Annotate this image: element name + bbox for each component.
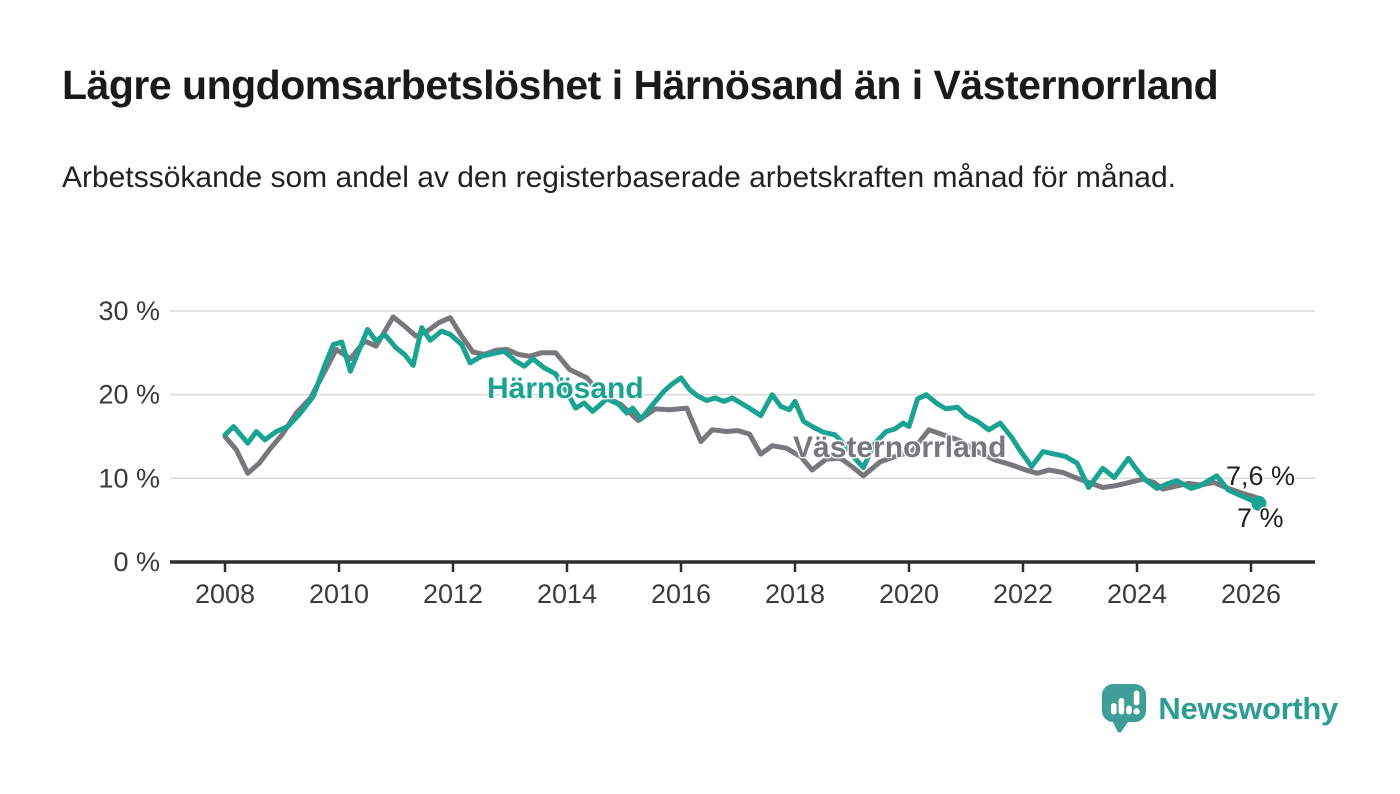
y-tick-label: 20 % xyxy=(98,380,160,410)
harnosand-end-value-label: 7 % xyxy=(1237,503,1284,533)
logo-exclamation-bar xyxy=(1134,690,1140,706)
newsworthy-logo-icon xyxy=(1102,684,1147,733)
x-tick-label: 2022 xyxy=(993,579,1053,609)
x-tick-label: 2016 xyxy=(651,579,711,609)
x-tick-label: 2012 xyxy=(423,579,483,609)
vasternorrland-series-label: Västernorrland xyxy=(793,431,1007,464)
x-tick-label: 2020 xyxy=(879,579,939,609)
logo-bar-1 xyxy=(1111,703,1117,715)
x-tick-label: 2024 xyxy=(1107,579,1167,609)
harnosand-line xyxy=(222,325,1262,506)
y-tick-label: 30 % xyxy=(98,296,160,326)
vasternorrland-line xyxy=(222,314,1262,501)
logo-bar-3 xyxy=(1126,705,1133,715)
newsworthy-logo-text: Newsworthy xyxy=(1158,691,1338,726)
x-tick-label: 2014 xyxy=(537,579,597,609)
newsworthy-branding: Newsworthy xyxy=(1102,684,1338,734)
chart-title: Lägre ungdomsarbetslöshet i Härnösand än… xyxy=(62,62,1219,108)
x-tick-label: 2008 xyxy=(195,579,255,609)
logo-bar-2 xyxy=(1118,698,1125,715)
logo-exclamation-dot xyxy=(1133,708,1141,715)
harnosand-series-label: Härnösand xyxy=(487,372,644,405)
y-tick-label: 0 % xyxy=(113,547,160,577)
y-tick-label: 10 % xyxy=(98,463,160,493)
x-tick-label: 2010 xyxy=(309,579,369,609)
harnosand-end-dot xyxy=(1251,495,1267,511)
x-tick-label: 2026 xyxy=(1221,579,1281,609)
vasternorrland-end-value-label: 7,6 % xyxy=(1226,461,1296,491)
x-tick-label: 2018 xyxy=(765,579,825,609)
chart-subtitle: Arbetssökande som andel av den registerb… xyxy=(62,161,1176,194)
